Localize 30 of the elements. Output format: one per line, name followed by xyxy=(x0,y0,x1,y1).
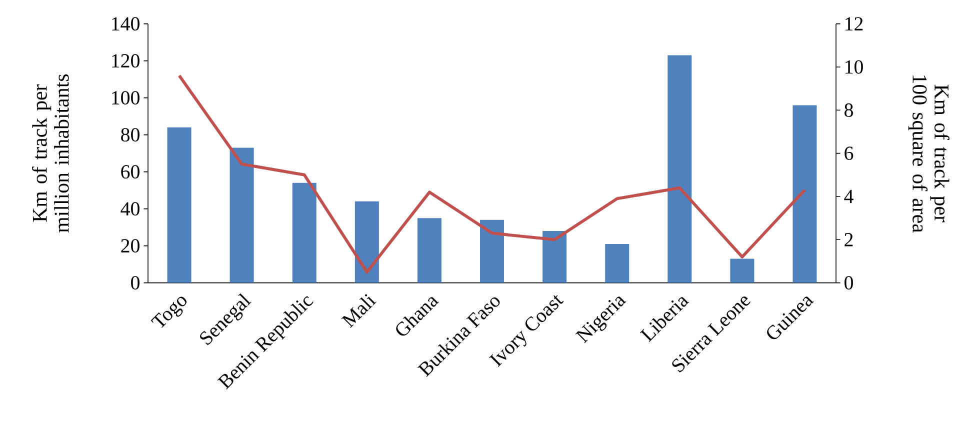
bar xyxy=(542,231,567,283)
y-tick-label: 100 xyxy=(112,91,140,105)
y-tick-label: 40 xyxy=(120,202,140,216)
y-tick-label: 80 xyxy=(121,128,140,142)
bar xyxy=(417,218,442,283)
y-axis-title: Km of track per million inhabitants xyxy=(32,74,69,233)
y-tick-label: 60 xyxy=(121,165,140,179)
y-tick-label: 120 xyxy=(112,54,140,68)
y-tick-label: 0 xyxy=(131,276,140,290)
y2-tick-label: 8 xyxy=(844,104,853,117)
bar xyxy=(480,220,504,283)
bar xyxy=(230,148,254,283)
y-tick-label: 140 xyxy=(112,17,140,31)
y2-tick-label: 12 xyxy=(846,17,863,31)
bar xyxy=(354,202,379,283)
bar xyxy=(792,105,817,283)
y2-tick-label: 4 xyxy=(844,190,854,204)
y2-tick-label: 6 xyxy=(844,146,854,160)
y-tick-label: 20 xyxy=(121,239,140,253)
y2-tick-label: 10 xyxy=(846,60,863,74)
bar xyxy=(668,55,692,283)
y2-axis-title: Km of track per 100 square of area xyxy=(908,76,950,233)
x-tick-label: Togo xyxy=(150,296,186,328)
bar xyxy=(730,258,754,283)
y2-tick-label: 2 xyxy=(844,233,853,246)
y2-tick-label: 0 xyxy=(844,276,853,290)
bar xyxy=(605,244,630,283)
bar xyxy=(167,128,192,283)
line-series xyxy=(178,74,806,274)
bar xyxy=(292,183,316,283)
